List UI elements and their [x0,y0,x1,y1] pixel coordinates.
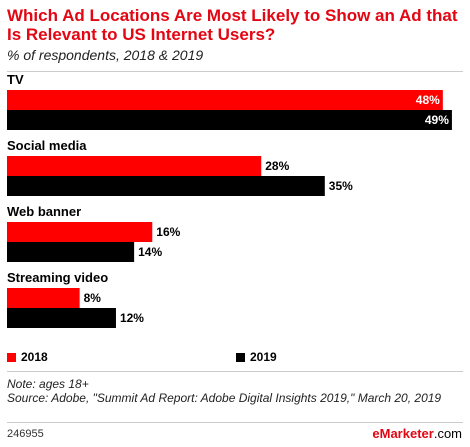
legend-2019: 2019 [236,350,277,364]
category-label-social-media: Social media [7,138,87,153]
bottom-divider [7,371,463,372]
legend-2018: 2018 [7,350,48,364]
source-text: Source: Adobe, "Summit Ad Report: Adobe … [7,391,442,405]
value-label-streaming-video-2018: 8% [84,291,102,305]
bar-tv-2018 [7,90,443,110]
brand-name: Marketer [379,426,434,441]
note-text: Note: ages 18+ [7,377,89,391]
value-label-social-media-2019: 35% [329,179,353,193]
value-label-web-banner-2019: 14% [138,245,162,259]
legend-swatch-2019 [236,352,245,362]
value-label-web-banner-2018: 16% [156,225,180,239]
bar-streaming-video-2018 [7,288,80,308]
footer-divider [7,422,463,423]
emarketer-logo: eMarketer.com [372,426,462,441]
category-label-tv: TV [7,72,24,87]
value-label-tv-2019: 49% [425,113,449,127]
bar-social-media-2018 [7,156,262,176]
bar-tv-2019 [7,110,452,130]
bar-chart: TV 48% 49% Social media 28% 35% Web banner 16% 1… [7,72,452,328]
category-label-streaming-video: Streaming video [7,270,108,285]
value-label-tv-2018: 48% [416,93,440,107]
bar-web-banner-2018 [7,222,153,242]
bar-social-media-2019 [7,176,325,196]
bar-web-banner-2019 [7,242,135,262]
bar-streaming-video-2019 [7,308,116,328]
legend-label-2018: 2018 [21,350,48,364]
chart-id: 246955 [7,428,44,440]
value-label-streaming-video-2019: 12% [120,311,144,325]
chart-subtitle: % of respondents, 2018 & 2019 [7,47,204,63]
legend-label-2019: 2019 [250,350,277,364]
category-label-web-banner: Web banner [7,204,81,219]
legend-swatch-2018 [7,352,16,362]
chart-title: Which Ad Locations Are Most Likely to Sh… [7,6,458,44]
brand-domain: .com [433,426,462,441]
chart-notes: Note: ages 18+ Source: Adobe, "Summit Ad… [7,377,467,405]
value-label-social-media-2018: 28% [265,159,289,173]
top-divider [7,71,463,72]
brand-e: e [372,426,380,441]
